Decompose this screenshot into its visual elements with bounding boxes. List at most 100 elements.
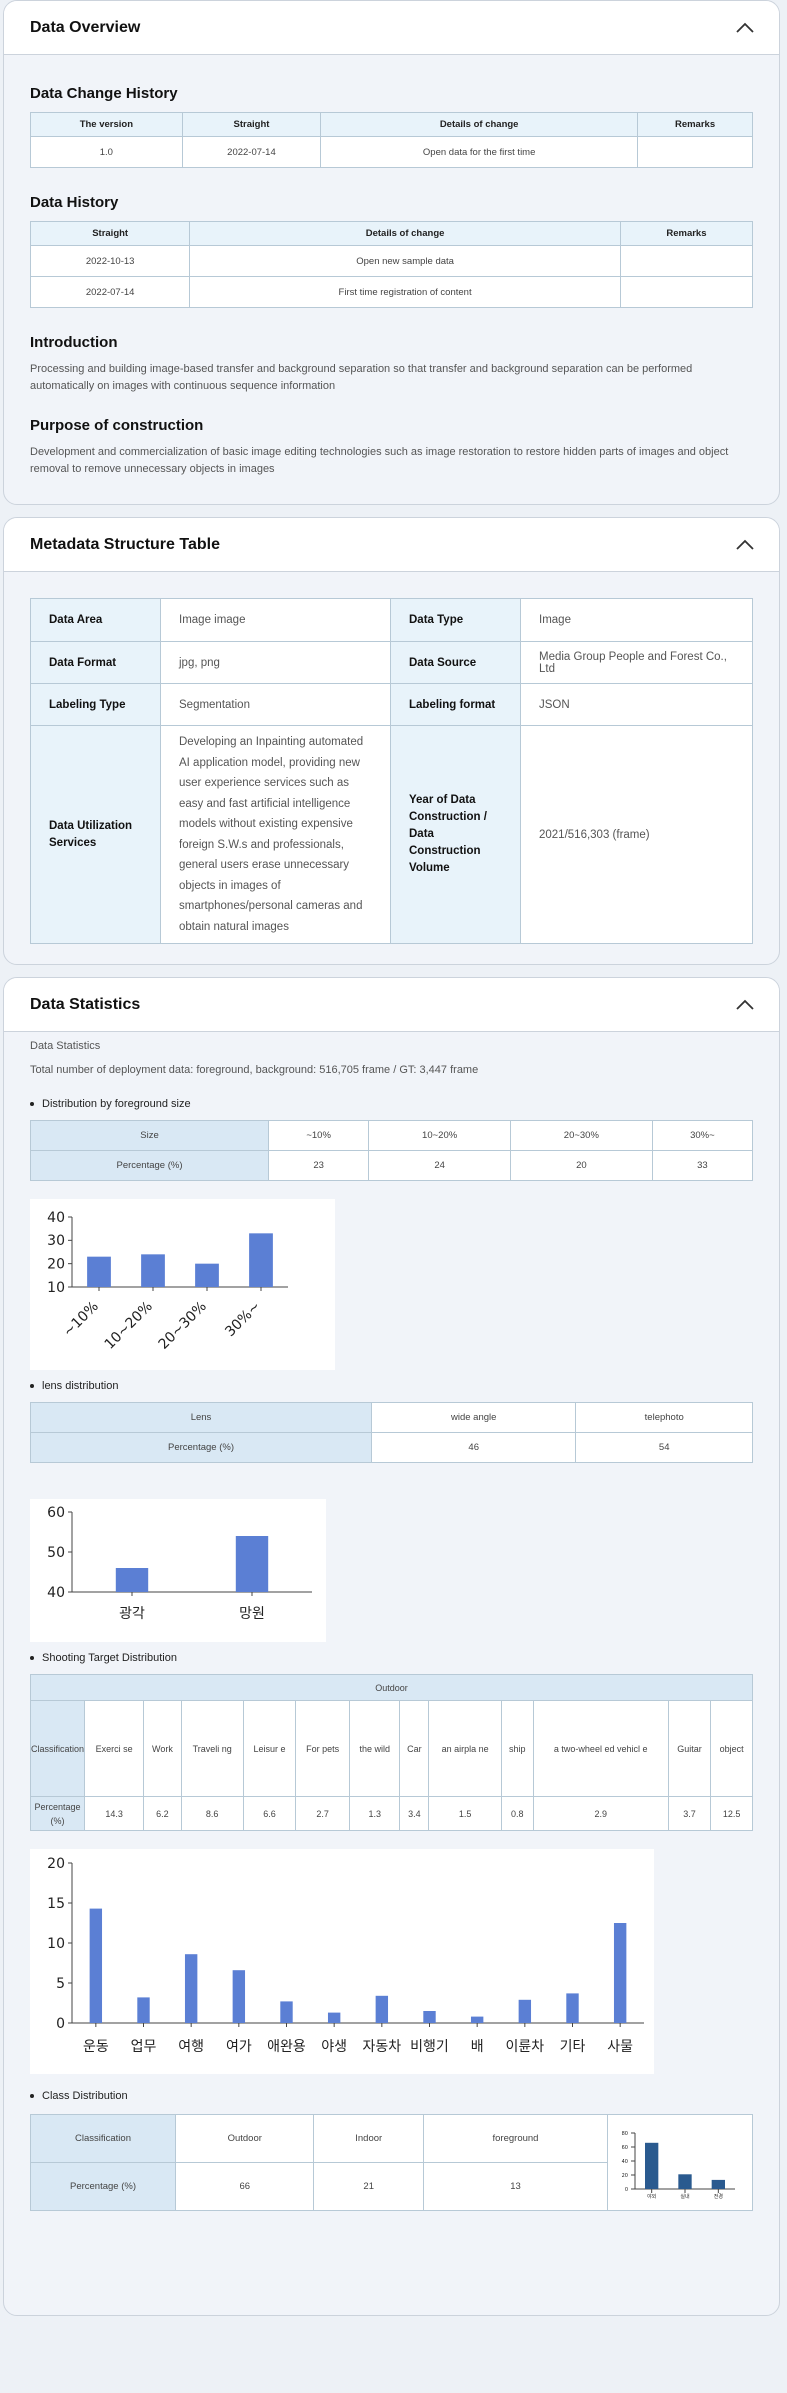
meta-key: Data Area: [30, 598, 161, 642]
x-tick-label: 여행: [178, 2039, 204, 2055]
chart-bar: [518, 1999, 532, 2023]
table-header: Exerci se: [84, 1700, 145, 1797]
meta-key: Data Format: [30, 641, 161, 684]
x-tick-label: 운동: [83, 2039, 109, 2055]
table-header: the wild: [348, 1700, 401, 1797]
chevron-up-icon[interactable]: [733, 16, 757, 40]
table-header: ~10%: [267, 1120, 370, 1151]
chart-bar: [470, 2016, 484, 2023]
meta-value: Media Group People and Forest Co., Ltd: [520, 641, 753, 684]
chart-bar: [280, 2001, 293, 2023]
table-cell: 33: [651, 1150, 754, 1181]
table-header: The version: [30, 112, 183, 137]
panel-title: Data Overview: [30, 18, 141, 36]
table-header: 10~20%: [368, 1120, 511, 1151]
table-header: Percentage (%): [29, 1796, 86, 1831]
meta-key: Year of Data Construction / Data Constru…: [390, 725, 521, 944]
table-cell: 0.8: [501, 1796, 534, 1831]
chart-bar: [141, 1254, 165, 1287]
meta-value: jpg, png: [160, 641, 391, 684]
chart-bar: [184, 1954, 198, 2023]
table-header: Details of change: [320, 112, 639, 137]
y-tick-label: 15: [47, 1896, 65, 1912]
statistics-panel: Data Statistics Data Statistics Total nu…: [3, 977, 780, 2316]
meta-key: Data Utilization Services: [30, 725, 161, 944]
table-header: Straight: [181, 112, 322, 137]
fg-size-chart: 10 20 30 40 ~10% 10~20% 20~30% 30%~: [30, 1199, 335, 1370]
table-cell: Open data for the first time: [320, 136, 639, 168]
metadata-header[interactable]: Metadata Structure Table: [4, 518, 779, 572]
class-table: Classification Outdoor Indoor foreground…: [30, 2114, 753, 2211]
meta-key: Labeling format: [390, 683, 521, 726]
table-cell: 14.3: [84, 1796, 145, 1831]
purpose-text: Development and commercialization of bas…: [30, 446, 729, 475]
table-cell: 23: [267, 1150, 370, 1181]
table-header: Work: [143, 1700, 182, 1797]
panel-title: Metadata Structure Table: [30, 535, 220, 553]
x-tick-label: 20~30%: [156, 1299, 210, 1353]
y-tick-label: 60: [47, 1505, 65, 1521]
table-header: Outdoor: [30, 1674, 753, 1701]
table-header: Details of change: [189, 221, 621, 246]
chart-bar: [235, 1536, 269, 1592]
table-cell: 66: [174, 2162, 315, 2211]
chart-bar: [249, 1233, 273, 1287]
table-cell: [619, 276, 754, 308]
table-cell: 2022-07-14: [29, 276, 191, 308]
x-tick-label: 배: [471, 2039, 484, 2055]
x-tick-label: 10~20%: [102, 1299, 156, 1353]
table-header: Remarks: [637, 112, 753, 137]
table-header: Percentage (%): [30, 2162, 176, 2211]
chevron-up-icon[interactable]: [733, 993, 757, 1017]
x-tick-label: 자동차: [363, 2039, 402, 2055]
table-header: Size: [30, 1120, 269, 1151]
meta-key: Data Type: [390, 598, 521, 642]
y-tick-label: 40: [47, 1585, 65, 1601]
x-tick-label: 망원: [239, 1606, 265, 1622]
table-header: Outdoor: [174, 2114, 315, 2163]
table-cell: 20: [509, 1150, 653, 1181]
y-tick-label: 20: [47, 1257, 65, 1273]
table-header: object: [710, 1700, 753, 1797]
table-cell: [637, 136, 753, 168]
meta-key: Labeling Type: [30, 683, 161, 726]
chart-bar: [613, 1923, 627, 2023]
x-tick-label: 전경: [714, 2193, 723, 2200]
section-title: Data History: [30, 194, 119, 211]
y-tick-label: 50: [47, 1545, 65, 1561]
y-tick-label: 0: [56, 2016, 65, 2032]
chart-bar: [566, 1993, 579, 2023]
table-header: Traveli ng: [180, 1700, 244, 1797]
x-tick-label: 야생: [321, 2039, 347, 2055]
table-cell: 2.9: [532, 1796, 669, 1831]
chart-bar: [232, 1970, 246, 2023]
x-tick-label: 업무: [131, 2039, 157, 2055]
intro-text: Processing and building image-based tran…: [30, 363, 693, 392]
table-cell: 3.7: [667, 1796, 712, 1831]
table-cell: 1.3: [348, 1796, 401, 1831]
table-cell: 13: [422, 2162, 609, 2211]
table-header: Classification: [29, 1700, 86, 1797]
table-cell: 6.2: [143, 1796, 182, 1831]
lens-title: lens distribution: [30, 1380, 753, 1392]
fg-title: Distribution by foreground size: [30, 1098, 753, 1110]
chart-bar: [327, 2012, 341, 2023]
x-tick-label: 이륜차: [506, 2039, 545, 2055]
table-header: foreground: [422, 2114, 609, 2163]
panel-title: Data Statistics: [30, 995, 141, 1013]
chevron-up-icon[interactable]: [733, 533, 757, 557]
change-history-table: The version Straight Details of change R…: [30, 112, 753, 168]
statistics-header[interactable]: Data Statistics: [4, 978, 779, 1032]
y-tick-label: 30: [47, 1233, 65, 1249]
table-header: Straight: [29, 221, 191, 246]
data-overview-header[interactable]: Data Overview: [4, 1, 779, 55]
chart-bar: [423, 2011, 436, 2023]
table-cell: 54: [575, 1432, 753, 1463]
table-header: telephoto: [575, 1402, 753, 1433]
table-header: Car: [399, 1700, 430, 1797]
table-cell: 46: [370, 1432, 577, 1463]
lens-chart: 40 50 60 광각 망원: [30, 1499, 326, 1642]
y-tick-label: 20: [47, 1856, 65, 1872]
table-cell: 3.4: [399, 1796, 430, 1831]
y-tick-label: 40: [622, 2159, 628, 2165]
